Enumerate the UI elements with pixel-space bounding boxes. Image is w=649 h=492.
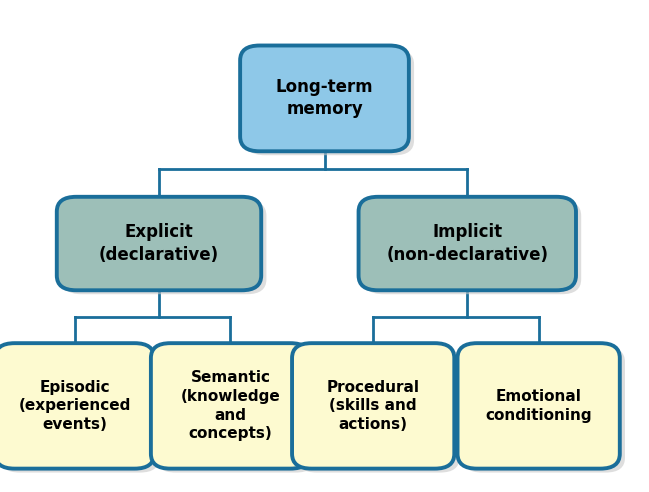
FancyBboxPatch shape <box>245 49 414 155</box>
Text: Implicit
(non-declarative): Implicit (non-declarative) <box>386 223 548 264</box>
FancyBboxPatch shape <box>156 347 315 472</box>
FancyBboxPatch shape <box>463 347 625 472</box>
Text: Long-term
memory: Long-term memory <box>276 78 373 119</box>
FancyBboxPatch shape <box>297 347 459 472</box>
FancyBboxPatch shape <box>62 201 266 294</box>
FancyBboxPatch shape <box>1 347 160 472</box>
FancyBboxPatch shape <box>358 197 576 290</box>
Text: Explicit
(declarative): Explicit (declarative) <box>99 223 219 264</box>
FancyBboxPatch shape <box>57 197 261 290</box>
FancyBboxPatch shape <box>292 343 454 468</box>
FancyBboxPatch shape <box>151 343 310 468</box>
Text: Procedural
(skills and
actions): Procedural (skills and actions) <box>326 380 420 432</box>
Text: Emotional
conditioning: Emotional conditioning <box>485 389 592 423</box>
FancyBboxPatch shape <box>363 201 582 294</box>
Text: Episodic
(experienced
events): Episodic (experienced events) <box>18 380 131 432</box>
Text: Semantic
(knowledge
and
concepts): Semantic (knowledge and concepts) <box>180 370 280 441</box>
FancyBboxPatch shape <box>240 45 409 152</box>
FancyBboxPatch shape <box>0 343 154 468</box>
FancyBboxPatch shape <box>458 343 620 468</box>
